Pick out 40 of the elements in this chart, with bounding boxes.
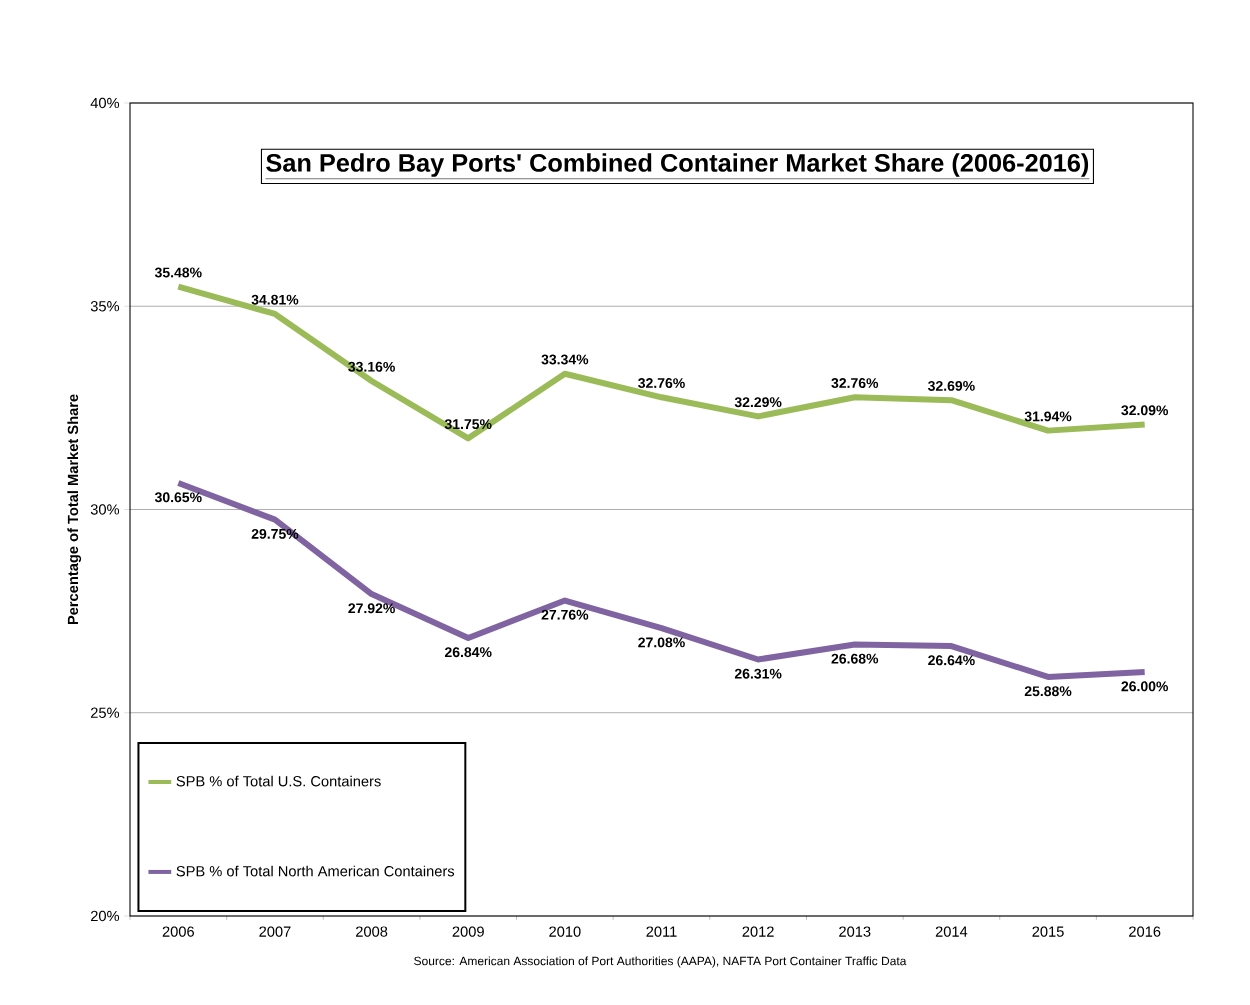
x-tick-label: 2010	[549, 926, 581, 937]
text: San Pedro Bay Ports' Combined Container Market Share (2006-2016)	[266, 153, 1089, 177]
y-axis-title: Percentage of Total Market Share	[67, 394, 82, 625]
data-label: 27.08%	[638, 637, 685, 648]
data-label: 27.76%	[541, 609, 589, 620]
data-label: 26.64%	[928, 655, 975, 666]
data-label: 32.76%	[831, 378, 879, 389]
x-tick-label: 2011	[646, 926, 677, 937]
x-tick-label: 2009	[452, 926, 484, 937]
x-tick-label: 2014	[935, 926, 968, 937]
data-label: 26.68%	[831, 653, 879, 664]
y-tick-label: 20%	[90, 910, 120, 922]
data-label: 32.09%	[1121, 405, 1169, 416]
data-label: 32.69%	[927, 380, 975, 391]
source-note: Source: American Association of Port Authorities (AAPA), NAFTA Port Container Traffic Data	[414, 956, 907, 968]
data-label: 32.76%	[638, 378, 685, 389]
x-tick-label: 2013	[839, 926, 871, 937]
data-label: 27.92%	[348, 603, 395, 614]
x-tick-label: 2008	[356, 926, 388, 937]
data-label: 30.65%	[154, 492, 202, 503]
data-label: 32.29%	[734, 397, 782, 408]
data-label: 26.31%	[734, 668, 782, 679]
data-label: 26.00%	[1121, 681, 1169, 692]
y-tick-label: 35%	[90, 301, 120, 312]
data-label: 25.88%	[1024, 686, 1072, 697]
data-label: 35.48%	[154, 267, 202, 278]
data-label: 31.94%	[1024, 411, 1072, 422]
data-label: 33.34%	[541, 354, 589, 365]
legend-label: SPB % of Total North American Containers	[176, 865, 455, 877]
y-tick-label: 30%	[90, 504, 120, 515]
x-tick-label: 2016	[1129, 926, 1161, 937]
legend-label: SPB % of Total U.S. Containers	[176, 775, 381, 787]
data-label: 26.84%	[444, 647, 492, 658]
y-tick-label: 40%	[90, 97, 120, 109]
x-tick-label: 2007	[259, 926, 291, 937]
x-tick-label: 2006	[162, 926, 194, 937]
y-tick-label: 25%	[90, 707, 120, 718]
x-tick-label: 2012	[742, 926, 774, 937]
data-label: 34.81%	[251, 294, 299, 305]
x-tick-label: 2015	[1032, 926, 1064, 937]
